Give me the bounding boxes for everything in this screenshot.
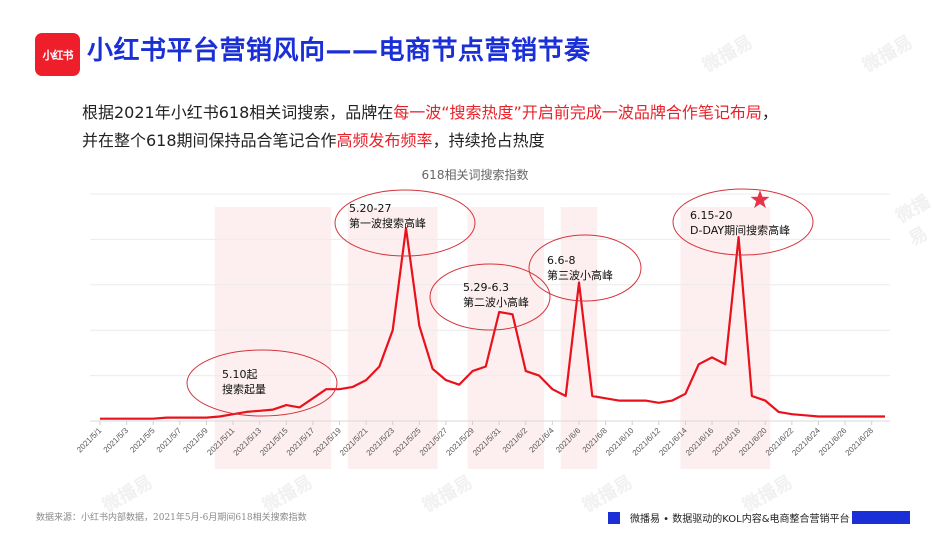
highlight-band [467,207,545,469]
annotation-sublabel: 第二波小高峰 [463,295,529,309]
desc-highlight: 每一波“搜索热度”开启前完成一波品牌合作笔记布局 [393,103,762,122]
annotation-sublabel: 搜索起量 [222,382,266,396]
logo-text: 小红书 [42,48,74,62]
annotation-ellipse [334,189,476,257]
description-line-2: 并在整个618期间保持品合笔记合作高频发布频率，持续抢占热度 [82,127,778,155]
annotation-ellipse [186,349,338,417]
highlight-band [680,207,771,469]
brand-bar [851,511,910,524]
highlight-band [560,207,598,469]
highlight-band [214,207,332,469]
x-tick-label: 2021/6/28 [844,426,876,458]
annotation-label: 6.6-8 [547,254,575,267]
x-tick-label: 2021/5/1 [75,426,104,455]
brand-tagline: 微播易 • 数据驱动的KOL内容&电商整合营销平台 [630,514,850,525]
annotation-label: 5.10起 [222,368,258,381]
annotation-label: 6.15-20 [690,209,732,222]
line-chart: 2021/5/12021/5/32021/5/52021/5/72021/5/9… [75,188,890,469]
annotation-sublabel: D-DAY期间搜索高峰 [690,223,790,237]
desc-highlight: 高频发布频率 [336,131,433,150]
brand-square-icon [608,511,620,524]
chart-title: 618相关词搜索指数 [421,168,529,182]
annotation-sublabel: 第三波小高峰 [547,268,613,282]
page-title: 小红书平台营销风向——电商节点营销节奏 [87,36,591,66]
x-tick-label: 2021/5/3 [102,426,131,455]
data-line [100,227,885,420]
description-line-1: 根据2021年小红书618相关词搜索，品牌在每一波“搜索热度”开启前完成一波品牌… [82,99,778,127]
annotation-label: 5.29-6.3 [463,281,509,294]
data-source-note: 数据来源：小红书内部数据，2021年5月-6月期间618相关搜索指数 [36,513,307,523]
annotation-ellipse [672,188,814,256]
desc-text: ， [761,103,778,122]
description: 根据2021年小红书618相关词搜索，品牌在每一波“搜索热度”开启前完成一波品牌… [82,99,778,155]
footer-brand: 微播易 • 数据驱动的KOL内容&电商整合营销平台 [608,510,910,525]
annotation-sublabel: 第一波搜索高峰 [349,216,426,230]
x-tick-label: 2021/5/7 [155,426,184,455]
star-icon [750,190,770,209]
desc-text: ，持续抢占热度 [432,131,545,150]
annotation-ellipse [528,234,642,302]
annotation-label: 5.20-27 [349,202,391,215]
x-tick-label: 2021/5/5 [128,426,157,455]
desc-text: 根据2021年小红书618相关词搜索，品牌在 [82,103,394,122]
annotation-ellipse [429,263,551,331]
desc-text: 并在整个618期间保持品合笔记合作 [82,131,337,150]
xiaohongshu-logo-icon: 小红书 [35,33,80,76]
